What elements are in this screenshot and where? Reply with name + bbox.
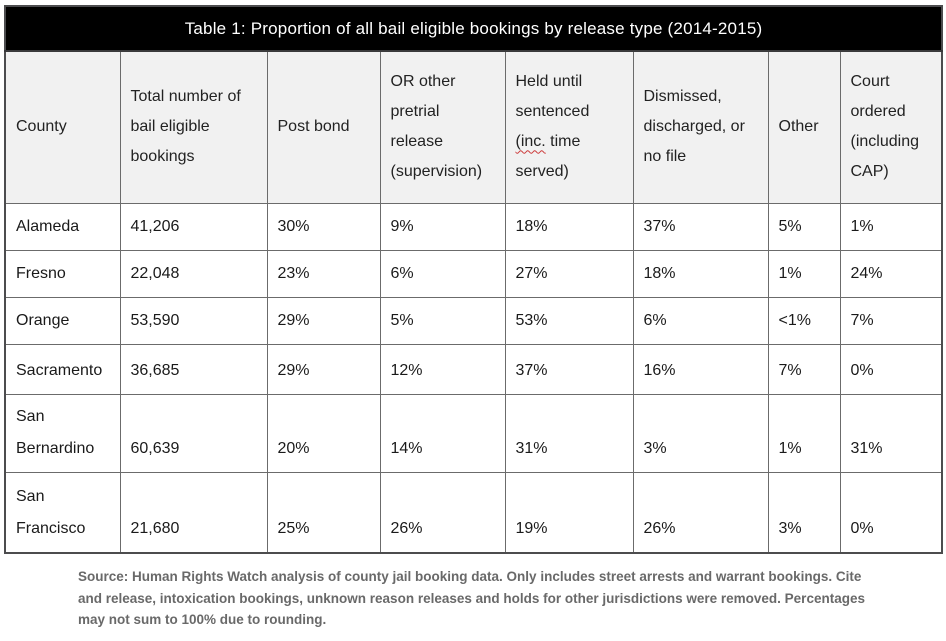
column-header-dismissed: Dismissed, discharged, or no file [632,50,769,204]
or-pretrial-release-cell: 14% [379,393,506,473]
dismissed-cell: 16% [632,343,769,395]
source-note: Source: Human Rights Watch analysis of c… [78,569,865,627]
table-title: Table 1: Proportion of all bail eligible… [4,5,943,52]
other-cell: 5% [767,202,841,251]
column-header-held-until-sentenced: Held until sentenced (inc. time served) [504,50,634,204]
county-cell: Alameda [4,202,121,251]
table-title-row: Table 1: Proportion of all bail eligible… [4,5,943,52]
county-cell: Orange [4,296,121,345]
court-ordered-cell: 1% [839,202,943,251]
county-cell: Sacramento [4,343,121,395]
table-row-fresno: Fresno 22,048 23% 6% 27% 18% 1% 24% [4,249,943,298]
held-until-sentenced-cell: 53% [504,296,634,345]
held-until-sentenced-cell: 19% [504,471,634,554]
or-pretrial-release-cell: 12% [379,343,506,395]
table-row-sacramento: Sacramento 36,685 29% 12% 37% 16% 7% 0% [4,343,943,395]
post-bond-cell: 30% [266,202,381,251]
held-until-sentenced-cell: 37% [504,343,634,395]
column-header-other: Other [767,50,841,204]
bail-bookings-table: Table 1: Proportion of all bail eligible… [4,5,944,554]
total-bookings-cell: 53,590 [119,296,268,345]
total-bookings-cell: 21,680 [119,471,268,554]
court-ordered-cell: 24% [839,249,943,298]
post-bond-cell: 20% [266,393,381,473]
county-cell: San Bernardino [4,393,121,473]
other-cell: 7% [767,343,841,395]
column-header-post-bond: Post bond [266,50,381,204]
or-pretrial-release-cell: 6% [379,249,506,298]
total-bookings-cell: 60,639 [119,393,268,473]
court-ordered-cell: 0% [839,471,943,554]
post-bond-cell: 29% [266,296,381,345]
other-cell: 3% [767,471,841,554]
post-bond-cell: 29% [266,343,381,395]
dismissed-cell: 18% [632,249,769,298]
held-header-spellcheck-flagged-text: (inc. [515,133,546,151]
county-cell: Fresno [4,249,121,298]
dismissed-cell: 3% [632,393,769,473]
total-bookings-cell: 36,685 [119,343,268,395]
dismissed-cell: 6% [632,296,769,345]
held-header-text: Held until sentenced [515,73,590,121]
total-bookings-cell: 41,206 [119,202,268,251]
column-header-county: County [4,50,121,204]
court-ordered-cell: 0% [839,343,943,395]
column-header-or-pretrial-release: OR other pretrial release (supervision) [379,50,506,204]
table-row-alameda: Alameda 41,206 30% 9% 18% 37% 5% 1% [4,202,943,251]
table-row-san-bernardino: San Bernardino 60,639 20% 14% 31% 3% 1% … [4,393,943,473]
held-until-sentenced-cell: 31% [504,393,634,473]
dismissed-cell: 26% [632,471,769,554]
held-until-sentenced-cell: 18% [504,202,634,251]
post-bond-cell: 25% [266,471,381,554]
county-cell: San Francisco [4,471,121,554]
or-pretrial-release-cell: 5% [379,296,506,345]
held-until-sentenced-cell: 27% [504,249,634,298]
table-row-orange: Orange 53,590 29% 5% 53% 6% <1% 7% [4,296,943,345]
dismissed-cell: 37% [632,202,769,251]
or-pretrial-release-cell: 9% [379,202,506,251]
column-header-total-bookings: Total number of bail eligible bookings [119,50,268,204]
post-bond-cell: 23% [266,249,381,298]
table-header-row: County Total number of bail eligible boo… [4,50,943,204]
total-bookings-cell: 22,048 [119,249,268,298]
other-cell: 1% [767,393,841,473]
table-row-san-francisco: San Francisco 21,680 25% 26% 19% 26% 3% … [4,471,943,554]
or-pretrial-release-cell: 26% [379,471,506,554]
other-cell: <1% [767,296,841,345]
held-header-text-after: time served) [515,133,581,181]
column-header-court-ordered: Court ordered (including CAP) [839,50,943,204]
other-cell: 1% [767,249,841,298]
court-ordered-cell: 31% [839,393,943,473]
court-ordered-cell: 7% [839,296,943,345]
